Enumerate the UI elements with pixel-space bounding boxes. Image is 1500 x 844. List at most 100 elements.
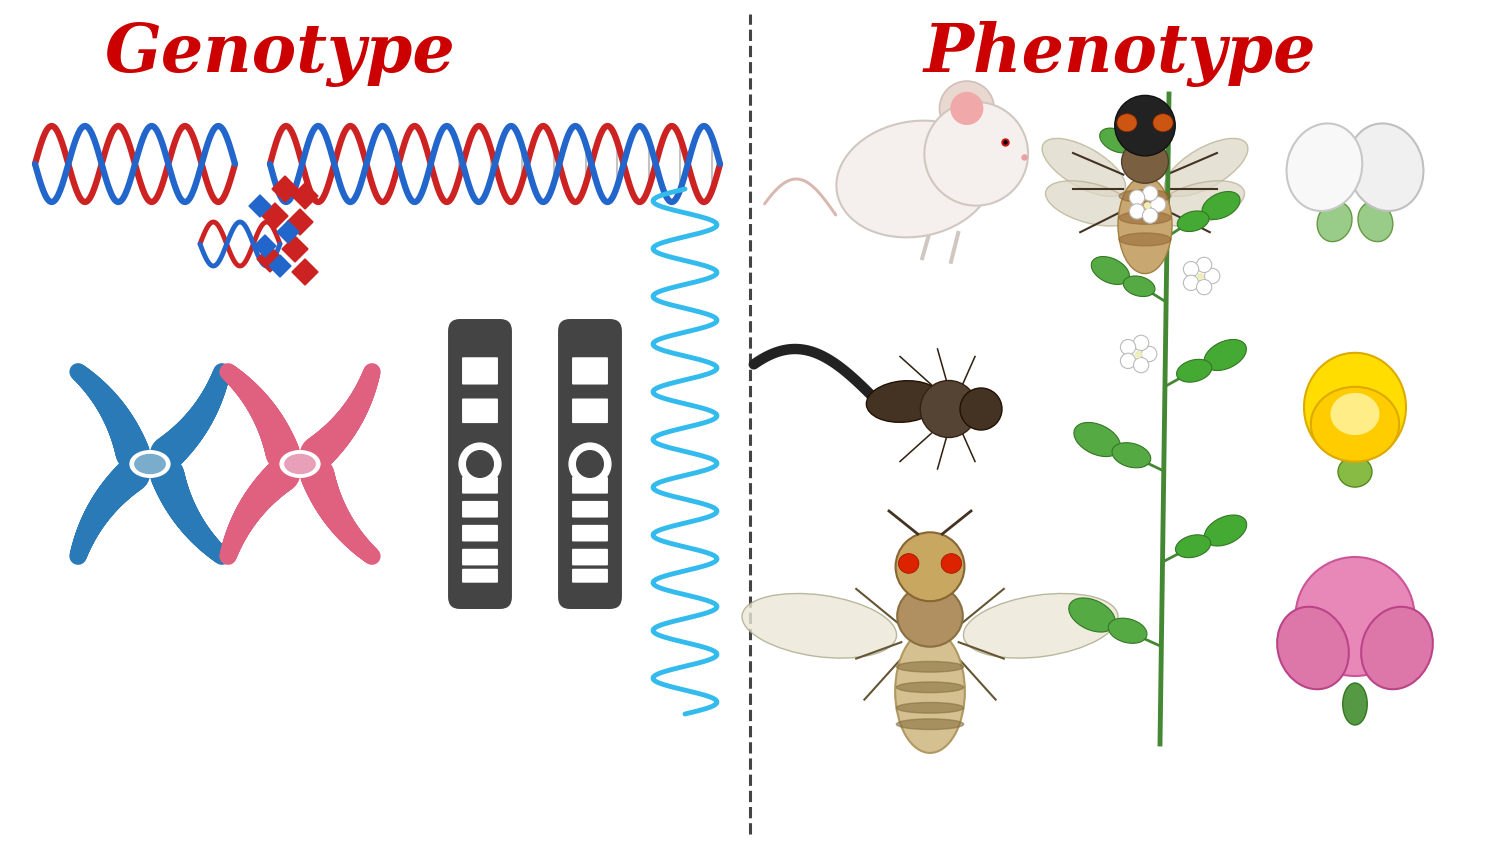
Ellipse shape: [1176, 535, 1210, 558]
Ellipse shape: [897, 682, 963, 693]
Ellipse shape: [1317, 202, 1352, 241]
Ellipse shape: [896, 630, 964, 753]
Circle shape: [1114, 95, 1174, 156]
Polygon shape: [256, 246, 284, 272]
Ellipse shape: [1118, 176, 1172, 273]
Ellipse shape: [1184, 275, 1198, 290]
Ellipse shape: [1070, 598, 1116, 632]
Polygon shape: [292, 259, 318, 285]
Circle shape: [568, 443, 610, 485]
Ellipse shape: [130, 451, 170, 478]
Ellipse shape: [1119, 233, 1172, 246]
Ellipse shape: [1143, 208, 1158, 224]
Circle shape: [939, 81, 994, 136]
Circle shape: [920, 381, 976, 437]
Ellipse shape: [1119, 211, 1172, 225]
Circle shape: [924, 102, 1028, 206]
Circle shape: [466, 451, 494, 478]
Ellipse shape: [1347, 123, 1424, 211]
Ellipse shape: [1120, 354, 1136, 369]
Ellipse shape: [1134, 335, 1149, 350]
Ellipse shape: [1046, 181, 1137, 226]
Ellipse shape: [1184, 262, 1198, 277]
Ellipse shape: [1204, 515, 1246, 546]
FancyBboxPatch shape: [558, 319, 622, 609]
Ellipse shape: [1130, 203, 1144, 219]
FancyBboxPatch shape: [572, 477, 608, 494]
FancyBboxPatch shape: [462, 525, 498, 542]
Ellipse shape: [1338, 457, 1372, 487]
Text: Phenotype: Phenotype: [924, 21, 1316, 87]
Ellipse shape: [1360, 607, 1432, 690]
FancyBboxPatch shape: [572, 569, 608, 582]
Ellipse shape: [1204, 339, 1246, 371]
Ellipse shape: [1330, 393, 1378, 435]
Polygon shape: [249, 195, 272, 217]
Ellipse shape: [1122, 140, 1168, 183]
Ellipse shape: [1092, 257, 1130, 284]
Ellipse shape: [897, 662, 963, 672]
Ellipse shape: [1118, 114, 1137, 132]
Polygon shape: [254, 235, 276, 257]
Ellipse shape: [963, 593, 1118, 658]
Ellipse shape: [1176, 360, 1212, 382]
Ellipse shape: [1276, 607, 1348, 690]
Ellipse shape: [837, 121, 993, 237]
Ellipse shape: [1154, 181, 1245, 226]
Text: Genotype: Genotype: [105, 21, 456, 86]
FancyBboxPatch shape: [572, 398, 608, 423]
FancyBboxPatch shape: [462, 500, 498, 517]
Ellipse shape: [1100, 128, 1134, 153]
Polygon shape: [272, 176, 298, 202]
Ellipse shape: [867, 381, 940, 422]
Polygon shape: [278, 221, 298, 243]
Ellipse shape: [1154, 114, 1173, 132]
Ellipse shape: [1119, 190, 1172, 203]
FancyBboxPatch shape: [572, 500, 608, 517]
Ellipse shape: [897, 719, 963, 729]
Ellipse shape: [1130, 190, 1144, 205]
FancyBboxPatch shape: [462, 477, 498, 494]
Ellipse shape: [1304, 353, 1406, 462]
Polygon shape: [268, 255, 291, 277]
Ellipse shape: [1311, 387, 1400, 462]
Ellipse shape: [1296, 557, 1414, 676]
Ellipse shape: [940, 554, 962, 573]
Ellipse shape: [1042, 138, 1125, 197]
FancyBboxPatch shape: [462, 357, 498, 385]
Ellipse shape: [1164, 138, 1248, 197]
Ellipse shape: [1112, 443, 1150, 468]
Polygon shape: [262, 203, 288, 229]
Circle shape: [459, 443, 501, 485]
FancyBboxPatch shape: [462, 569, 498, 582]
Ellipse shape: [897, 585, 963, 647]
Ellipse shape: [898, 554, 920, 573]
FancyBboxPatch shape: [572, 525, 608, 542]
Ellipse shape: [1134, 358, 1149, 373]
Ellipse shape: [285, 455, 315, 473]
Ellipse shape: [1202, 192, 1240, 219]
Polygon shape: [292, 183, 318, 209]
Circle shape: [951, 93, 982, 124]
Ellipse shape: [1108, 618, 1148, 643]
Ellipse shape: [1342, 683, 1368, 725]
Ellipse shape: [1197, 257, 1212, 273]
Circle shape: [960, 388, 1002, 430]
FancyBboxPatch shape: [462, 549, 498, 565]
Ellipse shape: [1197, 279, 1212, 295]
Circle shape: [576, 451, 603, 478]
Ellipse shape: [1178, 211, 1209, 231]
FancyBboxPatch shape: [572, 357, 608, 385]
FancyBboxPatch shape: [448, 319, 512, 609]
Ellipse shape: [280, 451, 320, 478]
Ellipse shape: [1204, 268, 1219, 284]
Ellipse shape: [1130, 147, 1158, 165]
FancyBboxPatch shape: [572, 549, 608, 565]
Circle shape: [896, 533, 964, 601]
FancyBboxPatch shape: [462, 398, 498, 423]
Ellipse shape: [1142, 346, 1156, 361]
Ellipse shape: [1287, 123, 1362, 211]
Ellipse shape: [1358, 202, 1394, 241]
Ellipse shape: [897, 702, 963, 713]
Polygon shape: [286, 209, 314, 235]
